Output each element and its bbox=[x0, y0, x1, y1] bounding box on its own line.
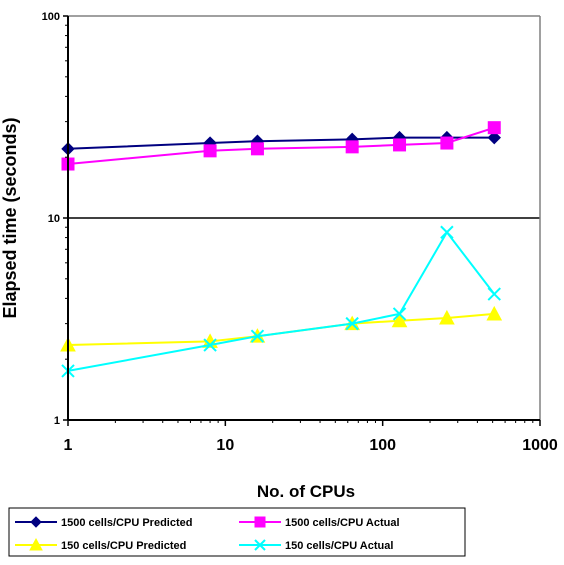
data-point bbox=[439, 309, 455, 325]
marker-x-stroke bbox=[345, 316, 359, 331]
marker-x-stroke bbox=[487, 287, 501, 301]
data-point bbox=[345, 316, 359, 331]
data-point bbox=[440, 225, 454, 239]
x-axis-title: No. of CPUs bbox=[257, 482, 355, 501]
legend-swatch-marker bbox=[30, 516, 42, 528]
y-tick-label: 10 bbox=[48, 213, 60, 225]
data-point bbox=[391, 312, 408, 328]
x-tick-label: 1000 bbox=[522, 437, 558, 454]
x-tick-label: 10 bbox=[216, 437, 234, 454]
axes: 1 10 100 1 10 100 1000 bbox=[42, 11, 558, 454]
x-tick-label: 100 bbox=[369, 437, 396, 454]
data-point bbox=[487, 121, 501, 135]
data-point bbox=[486, 305, 503, 321]
legend-item: 1500 cells/CPU Predicted bbox=[15, 516, 192, 529]
x-tick-label: 1 bbox=[64, 437, 73, 454]
y-axis-title: Elapsed time (seconds) bbox=[0, 117, 20, 318]
data-point bbox=[345, 140, 359, 154]
legend-item: 150 cells/CPU Actual bbox=[239, 539, 393, 552]
data-point bbox=[393, 138, 407, 152]
data-point bbox=[487, 130, 501, 145]
marker-x-stroke bbox=[440, 225, 454, 239]
legend-box bbox=[8, 507, 466, 557]
legend-label: 150 cells/CPU Actual bbox=[285, 540, 393, 552]
y-tick-label: 1 bbox=[54, 415, 60, 427]
marker-x-stroke bbox=[250, 329, 265, 343]
data-point bbox=[203, 338, 217, 352]
legend: 1500 cells/CPU Predicted 1500 cells/CPU A… bbox=[8, 507, 466, 557]
data-point bbox=[440, 136, 454, 150]
legend-item: 150 cells/CPU Predicted bbox=[15, 537, 186, 552]
y-tick-label: 100 bbox=[42, 11, 60, 23]
legend-swatch-marker bbox=[29, 537, 43, 551]
legend-label: 150 cells/CPU Predicted bbox=[61, 540, 186, 552]
legend-label: 1500 cells/CPU Actual bbox=[285, 517, 400, 529]
legend-label: 1500 cells/CPU Predicted bbox=[61, 517, 192, 529]
marker-x-stroke bbox=[254, 539, 266, 551]
data-point bbox=[250, 329, 265, 343]
marker-x-stroke bbox=[392, 307, 407, 321]
legend-item: 1500 cells/CPU Actual bbox=[239, 516, 400, 529]
legend-swatch-marker bbox=[254, 516, 266, 528]
data-point bbox=[250, 142, 264, 156]
legend-swatch-marker bbox=[254, 539, 266, 551]
marker-x-stroke bbox=[203, 338, 217, 352]
data-point bbox=[392, 307, 407, 321]
data-point bbox=[487, 287, 501, 301]
data-point bbox=[203, 144, 217, 158]
